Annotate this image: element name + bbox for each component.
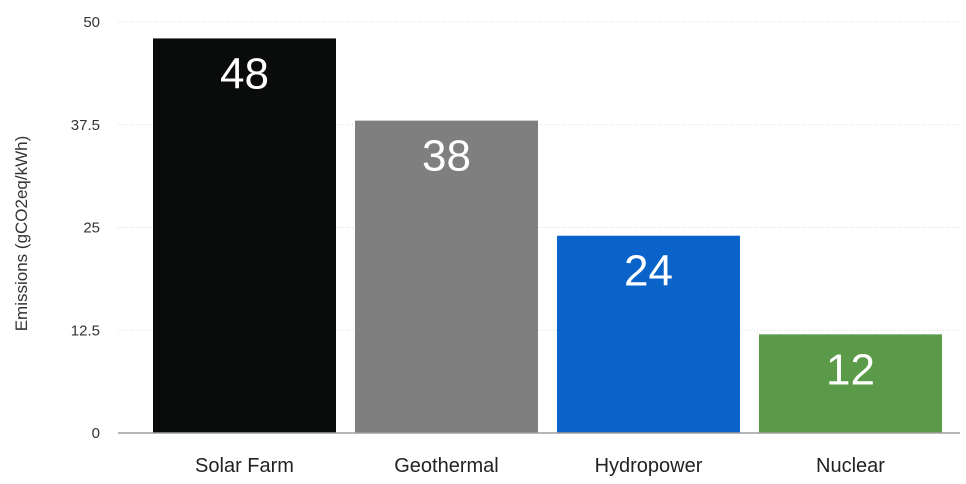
gridlines bbox=[118, 21, 960, 331]
y-tick-label: 37.5 bbox=[71, 117, 100, 134]
y-tick-label: 25 bbox=[83, 220, 100, 237]
axes: 0 12.5 25 37.5 50 Solar Farm Geothermal Hydropo… bbox=[71, 14, 960, 477]
bar bbox=[557, 235, 740, 433]
x-tick-label: Hydropower bbox=[595, 455, 703, 477]
x-tick-label: Solar Farm bbox=[195, 455, 294, 477]
bar bbox=[759, 334, 942, 433]
bar bbox=[355, 120, 538, 433]
x-tick-label: Nuclear bbox=[816, 455, 885, 477]
y-tick-label: 12.5 bbox=[71, 322, 100, 339]
data-label: 24 bbox=[624, 247, 673, 296]
y-axis-title: Emissions (gCO2eq/kWh) bbox=[12, 136, 31, 332]
x-tick-label: Geothermal bbox=[394, 455, 499, 477]
y-tick-label: 50 bbox=[83, 14, 100, 31]
y-tick-label: 0 bbox=[92, 425, 100, 442]
bar bbox=[153, 38, 336, 433]
data-label: 38 bbox=[422, 132, 471, 181]
data-label: 48 bbox=[220, 49, 269, 98]
data-labels: 48 38 24 12 bbox=[220, 49, 875, 394]
bars bbox=[153, 38, 942, 433]
data-label: 12 bbox=[826, 345, 875, 394]
